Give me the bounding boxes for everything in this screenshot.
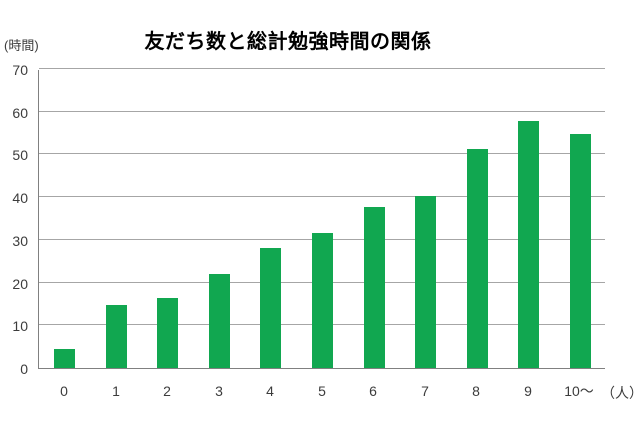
bar	[260, 248, 281, 368]
bar	[415, 196, 436, 368]
y-tick-label: 60	[12, 105, 28, 121]
y-tick-label: 40	[12, 190, 28, 206]
x-axis: 0 1 2 3 4 5 6 7 8 9 10～	[38, 382, 605, 402]
x-tick-label: 9	[524, 383, 532, 399]
x-tick-label: 7	[421, 383, 429, 399]
y-axis: 0 10 20 30 40 50 60 70	[0, 0, 28, 426]
y-tick-label: 10	[12, 318, 28, 334]
gridline	[39, 68, 605, 69]
chart-title: 友だち数と総計勉強時間の関係	[144, 31, 432, 53]
y-tick-label: 0	[20, 361, 28, 377]
x-axis-unit-label: （人）	[601, 385, 640, 401]
x-tick-label: 4	[266, 383, 274, 399]
y-tick-label: 50	[12, 147, 28, 163]
bar	[106, 305, 127, 368]
x-tick-label: 5	[318, 383, 326, 399]
x-tick-label: 10～	[564, 383, 594, 399]
bar	[570, 134, 591, 368]
bar	[467, 149, 488, 368]
x-tick-label: 8	[472, 383, 480, 399]
x-tick-label: 6	[369, 383, 377, 399]
bar	[312, 233, 333, 368]
gridline	[39, 111, 605, 112]
bar	[364, 207, 385, 368]
plot-area	[38, 68, 605, 369]
x-tick-label: 3	[215, 383, 223, 399]
gridline	[39, 196, 605, 197]
y-tick-label: 30	[12, 233, 28, 249]
bar	[518, 121, 539, 368]
gridline	[39, 153, 605, 154]
bar	[209, 274, 230, 368]
y-tick-label: 20	[12, 276, 28, 292]
bar	[54, 349, 75, 368]
bar	[157, 298, 178, 368]
x-tick-label: 2	[163, 383, 171, 399]
y-axis-unit-label: (時間)	[4, 38, 39, 53]
y-tick-label: 70	[12, 62, 28, 78]
x-tick-label: 0	[60, 383, 68, 399]
x-tick-label: 1	[112, 383, 120, 399]
